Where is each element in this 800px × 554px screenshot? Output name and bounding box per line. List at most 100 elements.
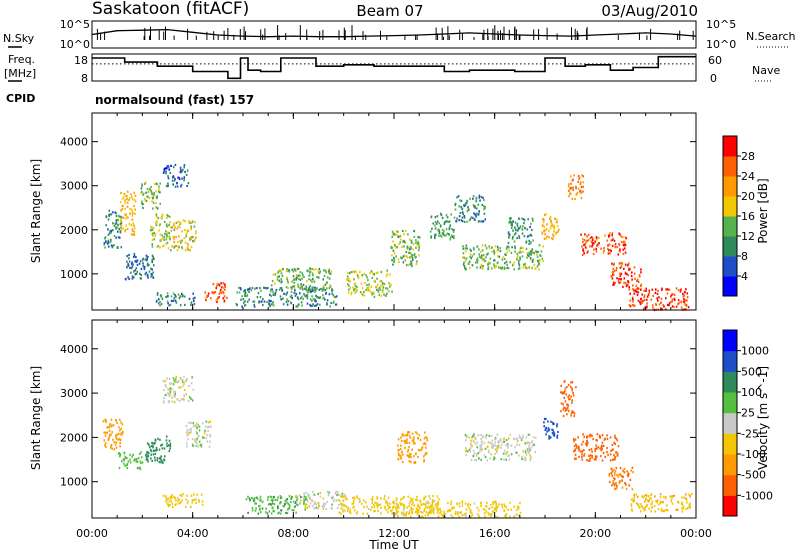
heatmap-cell bbox=[166, 499, 168, 502]
heatmap-cell bbox=[171, 396, 173, 399]
freq-label-line2: [MHz] bbox=[4, 67, 36, 80]
heatmap-cell bbox=[551, 224, 554, 228]
heatmap-cell bbox=[615, 437, 618, 440]
heatmap-cell bbox=[198, 434, 200, 437]
heatmap-cell bbox=[616, 485, 618, 488]
heatmap-cell bbox=[461, 211, 464, 214]
heatmap-cell bbox=[317, 507, 319, 510]
colorbar-tick-label: 8 bbox=[741, 250, 748, 263]
heatmap-cell bbox=[478, 515, 481, 519]
heatmap-cell bbox=[640, 510, 642, 513]
heatmap-cell bbox=[292, 509, 295, 512]
heatmap-cell bbox=[181, 380, 184, 383]
heatmap-cell bbox=[567, 409, 570, 412]
heatmap-cell bbox=[431, 506, 433, 509]
heatmap-cell bbox=[382, 287, 384, 290]
heatmap-cell bbox=[354, 291, 356, 294]
heatmap-cell bbox=[204, 425, 207, 428]
heatmap-cell bbox=[181, 385, 184, 388]
heatmap-cell bbox=[400, 511, 403, 514]
heatmap-cell bbox=[513, 261, 515, 264]
heatmap-cell bbox=[630, 504, 633, 508]
heatmap-cell bbox=[474, 213, 477, 216]
colorbar-swatch bbox=[723, 350, 737, 372]
heatmap-cell bbox=[112, 244, 114, 248]
heatmap-cell bbox=[153, 456, 156, 459]
heatmap-cell bbox=[163, 238, 165, 241]
heatmap-cell bbox=[510, 251, 513, 254]
heatmap-cell bbox=[385, 287, 387, 290]
heatmap-cell bbox=[425, 446, 427, 449]
heatmap-cell bbox=[601, 459, 604, 462]
heatmap-cell bbox=[306, 270, 309, 273]
heatmap-cell bbox=[275, 290, 277, 293]
heatmap-cell bbox=[133, 230, 135, 233]
heatmap-cell bbox=[379, 285, 382, 288]
heatmap-cell bbox=[122, 458, 125, 461]
heatmap-cell bbox=[314, 501, 316, 504]
heatmap-cell bbox=[296, 499, 298, 502]
heatmap-cell bbox=[124, 199, 126, 202]
heatmap-cell bbox=[370, 270, 373, 273]
heatmap-cell bbox=[364, 501, 367, 504]
heatmap-cell bbox=[201, 435, 204, 438]
heatmap-cell bbox=[673, 494, 675, 497]
heatmap-cell bbox=[150, 272, 153, 276]
heatmap-cell bbox=[478, 253, 481, 256]
heatmap-cell bbox=[606, 437, 609, 440]
heatmap-cell bbox=[209, 420, 211, 423]
heatmap-cell bbox=[595, 250, 598, 253]
heatmap-cell bbox=[528, 242, 530, 245]
heatmap-cell bbox=[377, 288, 379, 291]
heatmap-cell bbox=[414, 461, 417, 464]
heatmap-cell bbox=[509, 515, 511, 518]
heatmap-cell bbox=[668, 302, 671, 305]
heatmap-cell bbox=[507, 454, 509, 458]
heatmap-cell bbox=[163, 220, 166, 223]
heatmap-cell bbox=[163, 447, 166, 450]
heatmap-cell bbox=[471, 255, 474, 258]
heatmap-cell bbox=[518, 514, 520, 517]
heatmap-cell bbox=[171, 179, 174, 182]
heatmap-cell bbox=[578, 447, 580, 450]
heatmap-cell bbox=[185, 505, 187, 508]
heatmap-cell bbox=[415, 498, 417, 501]
heatmap-cell bbox=[609, 459, 612, 462]
heatmap-cell bbox=[524, 226, 526, 229]
heatmap-cell bbox=[423, 455, 425, 458]
heatmap-cell bbox=[487, 508, 490, 511]
heatmap-cell bbox=[170, 249, 172, 252]
heatmap-cell bbox=[136, 259, 139, 262]
heatmap-cell bbox=[483, 208, 485, 211]
heatmap-cell bbox=[514, 247, 516, 250]
heatmap-cell bbox=[518, 264, 521, 267]
heatmap-cell bbox=[247, 495, 249, 498]
heatmap-cell bbox=[581, 455, 583, 459]
colorbar-tick-label: 100 bbox=[741, 386, 762, 399]
heatmap-cell bbox=[174, 295, 177, 298]
heatmap-cell bbox=[304, 295, 307, 298]
heatmap-cell bbox=[131, 214, 134, 217]
heatmap-cell bbox=[120, 224, 123, 227]
heatmap-cell bbox=[167, 185, 169, 188]
heatmap-cell bbox=[128, 253, 130, 257]
heatmap-cell bbox=[618, 481, 621, 485]
heatmap-cell bbox=[600, 449, 602, 452]
heatmap-cell bbox=[408, 248, 411, 251]
heatmap-cell bbox=[106, 431, 108, 434]
heatmap-cell bbox=[387, 511, 389, 514]
heatmap-cell bbox=[515, 513, 518, 516]
heatmap-cell bbox=[110, 238, 112, 241]
heatmap-cell bbox=[190, 246, 193, 249]
heatmap-cell bbox=[564, 387, 567, 390]
heatmap-cell bbox=[336, 506, 339, 510]
heatmap-cell bbox=[568, 185, 570, 188]
heatmap-cell bbox=[413, 436, 415, 439]
heatmap-cell bbox=[621, 486, 624, 489]
heatmap-cell bbox=[176, 227, 179, 230]
heatmap-cell bbox=[582, 238, 584, 241]
heatmap-cell bbox=[409, 497, 412, 500]
heatmap-cell bbox=[255, 502, 257, 505]
heatmap-cell bbox=[591, 454, 593, 457]
heatmap-cell bbox=[396, 234, 399, 237]
